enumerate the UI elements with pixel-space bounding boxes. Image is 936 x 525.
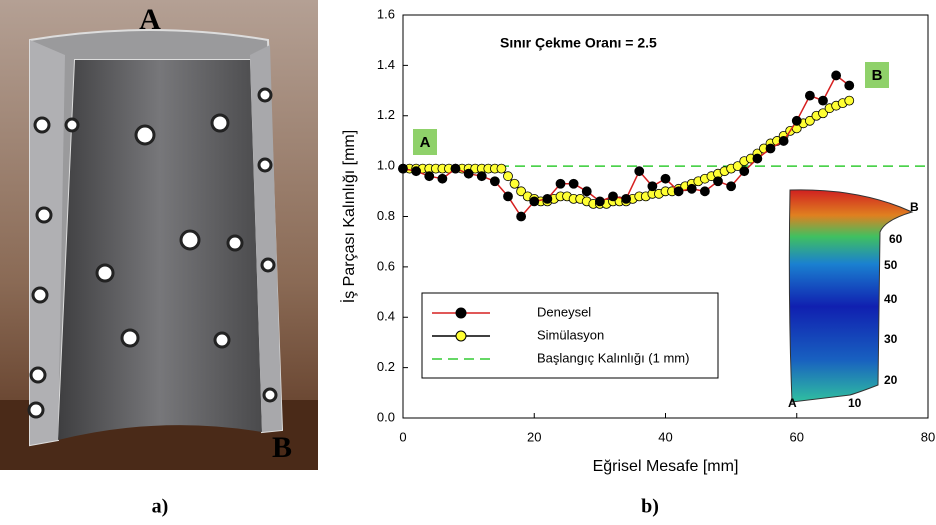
x-tick-label: 60	[790, 429, 804, 444]
marker	[464, 169, 473, 178]
marker	[510, 179, 519, 188]
y-tick-label: 0.2	[377, 359, 395, 374]
marker	[477, 172, 486, 181]
marker	[635, 167, 644, 176]
y-tick-label: 0.8	[377, 208, 395, 223]
inset-label: 60	[889, 232, 903, 246]
marker	[517, 212, 526, 221]
marker	[530, 197, 539, 206]
marker	[504, 192, 513, 201]
y-tick-label: 1.2	[377, 107, 395, 122]
legend-marker	[456, 331, 466, 341]
inset-label: 20	[884, 373, 898, 387]
marker	[661, 174, 670, 183]
marker	[582, 187, 591, 196]
marker	[425, 172, 434, 181]
marker	[451, 164, 460, 173]
legend-label: Simülasyon	[537, 327, 604, 342]
legend-label: Başlangıç Kalınlığı (1 mm)	[537, 350, 689, 365]
marker	[674, 187, 683, 196]
inset-label: 50	[884, 258, 898, 272]
y-tick-label: 1.0	[377, 158, 395, 173]
photo-label: A	[139, 3, 161, 36]
y-axis-label: İş Parçası Kalınlığı [mm]	[339, 130, 358, 303]
marker	[714, 177, 723, 186]
marker	[740, 167, 749, 176]
marker	[399, 164, 408, 173]
figure: A B a) b) B 60 50 40 30 20 10 A 0 20 40 60 8…	[0, 0, 936, 525]
marker	[766, 144, 775, 153]
inset-label: 10	[848, 396, 862, 410]
marker	[622, 194, 631, 203]
y-tick-label: 0.6	[377, 258, 395, 273]
marker	[595, 197, 604, 206]
marker	[438, 174, 447, 183]
inset-label: 40	[884, 292, 898, 306]
marker	[700, 187, 709, 196]
marker	[819, 96, 828, 105]
y-tick-label: 0.0	[377, 409, 395, 424]
y-tick-label: 0.4	[377, 309, 395, 324]
marker	[845, 96, 854, 105]
marker	[609, 192, 618, 201]
inset-label: B	[910, 200, 919, 214]
photo	[0, 0, 318, 470]
marker	[648, 182, 657, 191]
marker	[779, 136, 788, 145]
marker	[543, 194, 552, 203]
marker	[497, 164, 506, 173]
marker	[753, 154, 762, 163]
marker	[412, 167, 421, 176]
annotation: Sınır Çekme Oranı = 2.5	[500, 35, 657, 51]
caption: b)	[641, 496, 659, 518]
legend-label: Deneysel	[537, 304, 591, 319]
series-line	[403, 101, 849, 204]
caption: a)	[152, 496, 169, 518]
x-tick-label: 40	[658, 429, 672, 444]
x-tick-label: 0	[399, 429, 406, 444]
marker	[845, 81, 854, 90]
marker	[805, 91, 814, 100]
marker	[832, 71, 841, 80]
marker	[569, 179, 578, 188]
marker	[556, 179, 565, 188]
y-tick-label: 1.6	[377, 6, 395, 21]
legend-marker	[456, 308, 466, 318]
photo-label: B	[272, 431, 292, 464]
y-tick-label: 1.4	[377, 57, 395, 72]
inset-label: A	[788, 396, 797, 410]
x-tick-label: 20	[527, 429, 541, 444]
annotation: B	[872, 67, 883, 84]
x-axis-label: Eğrisel Mesafe [mm]	[593, 458, 739, 475]
marker	[490, 177, 499, 186]
marker	[727, 182, 736, 191]
inset-label: 30	[884, 332, 898, 346]
annotation: A	[420, 134, 431, 151]
x-tick-label: 80	[921, 429, 935, 444]
marker	[792, 116, 801, 125]
marker	[687, 184, 696, 193]
marker	[504, 172, 513, 181]
